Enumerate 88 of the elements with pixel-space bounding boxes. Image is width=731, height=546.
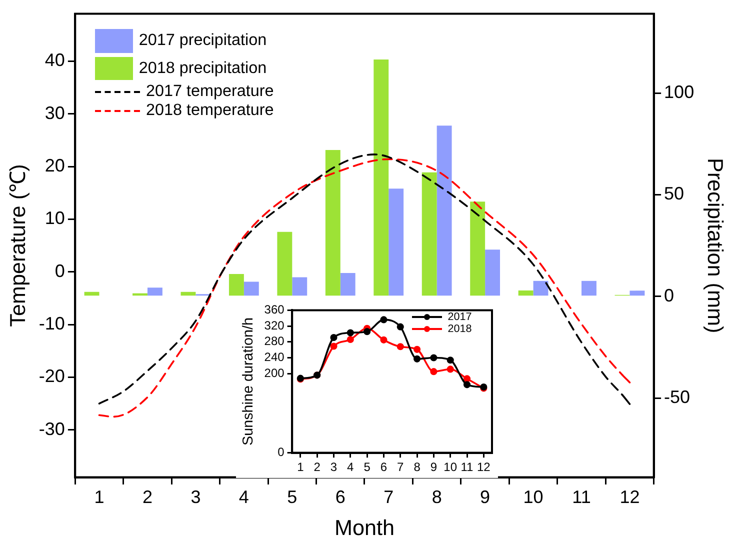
y-tick-label: 320 [264, 318, 285, 332]
point [430, 354, 438, 362]
y-tick-label: 20 [44, 156, 65, 176]
x-tick-label: 9 [430, 460, 438, 474]
point [330, 342, 338, 350]
bar [436, 126, 452, 296]
y-tick-label: 40 [44, 50, 65, 70]
x-tick-label: 10 [523, 487, 544, 508]
point [430, 368, 438, 376]
legend-label: 2017 precipitation [138, 31, 267, 50]
y2-tick-label: 50 [664, 184, 684, 204]
bar [84, 292, 100, 296]
legend-label: 2017 temperature [146, 82, 274, 102]
bar [388, 188, 404, 296]
point [463, 381, 471, 388]
bar [292, 277, 308, 296]
point [346, 336, 354, 344]
x-tick-label: 6 [335, 487, 346, 508]
x-tick-label: 2 [314, 460, 321, 474]
bar [277, 232, 292, 296]
y-tick-label: -20 [38, 366, 65, 386]
x-tick-label: 4 [238, 487, 249, 508]
y-tick-label: 10 [44, 208, 65, 228]
x-tick-label: 1 [297, 460, 304, 474]
point [446, 356, 454, 364]
x-tick-label: 3 [330, 460, 338, 474]
x-tick-label: 8 [432, 487, 442, 508]
y-tick-label: 240 [264, 350, 285, 364]
y-axis-title: Temperature (℃) [4, 164, 30, 327]
x-tick-label: 5 [364, 460, 371, 474]
bar [470, 202, 486, 296]
bar [374, 60, 389, 296]
point [330, 334, 338, 342]
x-tick-label: 10 [444, 460, 458, 474]
x-tick-label: 12 [620, 487, 640, 508]
y2-tick-label: -50 [664, 386, 690, 407]
x-tick-label: 7 [397, 460, 404, 474]
point [380, 316, 388, 324]
y2-tick-label: 100 [664, 82, 694, 102]
x-tick-label: 8 [414, 460, 421, 474]
x-tick-label: 1 [94, 487, 104, 508]
bar [147, 288, 162, 296]
y-tick-label: 0 [54, 260, 65, 281]
x-tick-label: 2 [142, 487, 152, 508]
y2-axis-title: Precipitation (mm) [703, 158, 728, 334]
y-axis-title: Sunshine duration/h [240, 317, 257, 446]
x-axis-title: Month [334, 514, 394, 540]
x-tick-label: 11 [572, 487, 591, 508]
point [414, 346, 421, 353]
x-tick-label: 5 [287, 487, 298, 508]
x-tick-label: 12 [476, 460, 491, 474]
y-tick-label: 30 [44, 102, 65, 123]
x-tick-label: 11 [460, 460, 474, 474]
y-tick-label: -10 [38, 314, 65, 334]
bar [228, 274, 244, 296]
y-tick-label: 0 [278, 445, 285, 460]
x-tick-label: 6 [380, 460, 388, 474]
y-tick-label: 200 [264, 366, 285, 380]
x-tick-label: 7 [384, 487, 394, 508]
bar [533, 280, 548, 296]
point [346, 329, 354, 336]
bar [180, 292, 196, 296]
bar [518, 290, 534, 296]
legend-label: 2017 [448, 310, 472, 323]
legend-label: 2018 [448, 322, 472, 335]
bar [630, 290, 645, 296]
point [364, 328, 371, 336]
point [414, 355, 421, 362]
bar [325, 150, 340, 296]
legend-label: 2018 temperature [146, 101, 274, 120]
y-tick-label: -30 [38, 418, 65, 439]
x-tick-label: 4 [347, 460, 354, 474]
point [380, 336, 388, 344]
point [446, 366, 454, 373]
y-tick-label: 360 [264, 302, 285, 317]
point [396, 323, 404, 330]
bar [422, 172, 437, 296]
bar [340, 272, 356, 296]
bar [244, 282, 259, 296]
x-tick-label: 9 [480, 487, 490, 508]
bar [485, 250, 500, 296]
point [396, 343, 404, 350]
y-tick-label: 280 [264, 334, 285, 348]
legend-label: 2018 precipitation [138, 58, 267, 78]
bar [582, 280, 596, 296]
point [463, 375, 471, 382]
x-tick-label: 3 [190, 487, 201, 508]
y2-tick-label: 0 [664, 285, 674, 306]
